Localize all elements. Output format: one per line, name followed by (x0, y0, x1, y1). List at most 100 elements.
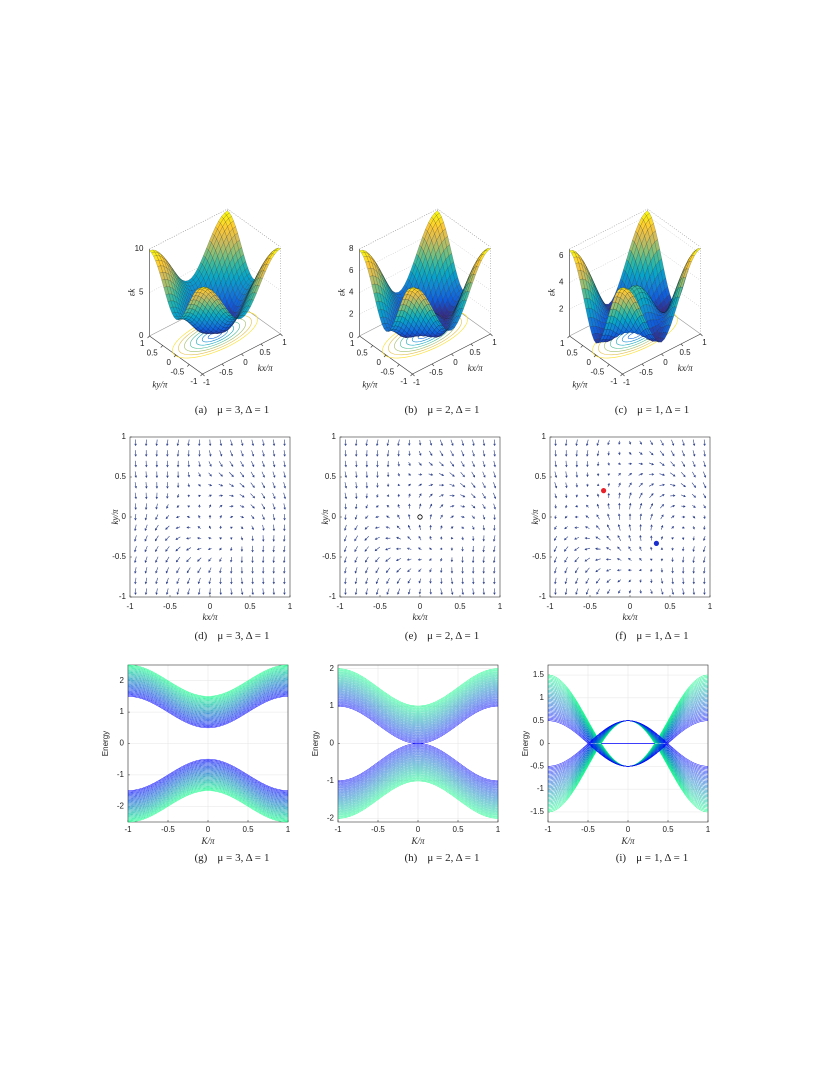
y-tick (567, 335, 570, 339)
y-tick-label: -2 (117, 801, 125, 810)
point (417, 514, 423, 520)
y-tick-label: 0.5 (567, 349, 579, 358)
z-tick-label: 2 (559, 304, 564, 313)
x-tick-label: 0.5 (664, 602, 676, 611)
x-tick-label: 1 (702, 338, 707, 347)
caption-part: (i) (616, 852, 627, 864)
x-axis-label: kx/π (413, 612, 428, 622)
y-tick (620, 373, 623, 377)
y-tick-label: 1 (350, 339, 355, 348)
y-tick (200, 373, 203, 377)
caption-part: , Δ = (241, 630, 261, 642)
y-tick-label: 0 (330, 739, 335, 748)
x-tick-label: 0 (206, 825, 211, 834)
y-tick-label: -1 (119, 592, 127, 601)
caption-part: (f) (615, 630, 626, 642)
x-tick-label: 0 (626, 825, 631, 834)
y-tick-label: 1 (560, 339, 565, 348)
x-tick-label: 0.5 (452, 825, 464, 834)
x-tick-label: -0.5 (639, 368, 653, 377)
x-tick-label: -1 (336, 602, 344, 611)
y-tick-label: -2 (327, 813, 335, 822)
box-edge (227, 208, 281, 248)
y-axis-label: ky/π (530, 509, 540, 524)
caption-part: , Δ = (660, 404, 680, 416)
x-tick-label: -0.5 (219, 368, 233, 377)
caption-part: , Δ = (451, 852, 471, 864)
x-tick (241, 353, 244, 357)
y-tick-label: 2 (120, 676, 125, 685)
y-tick (147, 335, 150, 339)
x-tick (280, 333, 283, 337)
x-tick-label: 0 (208, 602, 213, 611)
y-axis-label: Energy (101, 731, 110, 756)
surface-patch (200, 286, 206, 289)
x-tick-label: -1 (124, 825, 132, 834)
point (600, 487, 607, 494)
x-tick-label: 1 (498, 602, 503, 611)
x-tick-label: -1 (623, 378, 631, 387)
y-tick (160, 345, 163, 348)
x-tick (202, 373, 205, 377)
y-tick (370, 345, 373, 348)
y-tick (397, 364, 400, 367)
y-tick-label: -0.5 (322, 552, 336, 561)
y-tick-label: 1 (120, 707, 125, 716)
x-tick (431, 363, 435, 367)
x-tick (412, 373, 415, 377)
y-tick-label: 1 (140, 339, 145, 348)
x-tick (661, 353, 664, 357)
caption-part: (d) (194, 630, 207, 642)
y-tick-label: -1 (190, 377, 198, 386)
x-tick-label: 0 (416, 825, 421, 834)
x-tick (490, 333, 493, 337)
caption: (d) μ = 3, Δ = 1 (194, 630, 269, 642)
caption-part: (b) (404, 404, 417, 416)
box-edge (569, 208, 648, 250)
y-tick-label: 1 (122, 432, 127, 441)
y-axis-label: Energy (521, 731, 530, 756)
caption-part: 1 (684, 404, 690, 416)
caption: (a) μ = 3, Δ = 1 (195, 404, 269, 416)
y-tick (357, 335, 360, 339)
x-tick-label: -0.5 (371, 825, 385, 834)
caption-part: μ = (637, 404, 652, 416)
y-tick-label: 0 (120, 739, 125, 748)
caption-part: μ = (636, 852, 651, 864)
x-tick-label: 0.5 (244, 602, 256, 611)
x-tick-label: 1 (492, 338, 497, 347)
y-axis-label: ky/π (152, 380, 167, 390)
x-axis-label: K/π (620, 836, 635, 846)
caption-part: 1 (264, 630, 270, 642)
y-tick-label: 0 (122, 512, 127, 521)
x-axis-label: kx/π (258, 363, 273, 373)
x-tick-label: 1 (496, 825, 501, 834)
x-tick-label: 1 (282, 338, 287, 347)
y-tick-label: 1 (540, 693, 545, 702)
x-tick-label: -0.5 (583, 602, 597, 611)
x-tick (221, 363, 225, 367)
y-tick (607, 364, 610, 367)
surface-patch (409, 287, 416, 289)
caption-part: 1 (683, 630, 689, 642)
y-tick-label: -1 (400, 377, 408, 386)
x-tick-label: -1 (203, 378, 211, 387)
caption-part: (g) (194, 852, 207, 864)
x-tick-label: -1 (126, 602, 134, 611)
box-edge (149, 208, 228, 250)
y-tick (173, 354, 177, 358)
z-tick-label: 0 (349, 331, 354, 340)
x-tick-label: 1 (706, 825, 711, 834)
caption: (g) μ = 3, Δ = 1 (194, 852, 269, 864)
y-tick (580, 345, 583, 348)
y-tick-label: -1 (329, 592, 337, 601)
caption-part: μ = (427, 404, 442, 416)
x-tick-label: -0.5 (373, 602, 387, 611)
caption-part: 1 (264, 404, 270, 416)
y-axis-label: ky/π (110, 509, 120, 524)
x-axis-label: kx/π (468, 363, 483, 373)
y-tick (383, 354, 387, 358)
caption-part: μ = (217, 404, 232, 416)
caption: (c) μ = 1, Δ = 1 (615, 404, 689, 416)
